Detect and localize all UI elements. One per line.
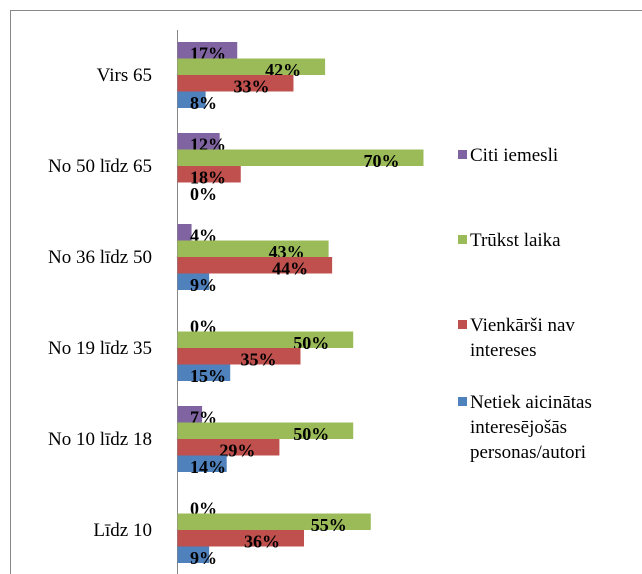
bar xyxy=(177,58,326,75)
legend-item: Vienkārši nav intereses xyxy=(458,313,638,363)
bar xyxy=(177,364,231,381)
bar xyxy=(177,422,354,439)
data-label: 8% xyxy=(190,93,217,113)
category-label: Līdz 10 xyxy=(93,520,152,541)
data-label: 9% xyxy=(190,548,217,568)
legend-item: Netiek aicinātas interesējošās personas/… xyxy=(458,390,638,465)
data-label: 18% xyxy=(190,168,226,188)
bar xyxy=(177,546,210,563)
category-label: No 50 līdz 65 xyxy=(48,156,152,177)
bar xyxy=(177,224,192,241)
category-label: No 36 līdz 50 xyxy=(48,247,152,268)
bar xyxy=(177,455,227,472)
category-label: No 10 līdz 18 xyxy=(48,429,152,450)
category-label: Virs 65 xyxy=(97,65,152,86)
bar xyxy=(177,406,203,423)
bar xyxy=(177,348,301,365)
data-label: 15% xyxy=(190,366,226,386)
legend-item: Citi iemesli xyxy=(458,143,638,168)
data-label: 14% xyxy=(190,457,226,477)
data-label: 0% xyxy=(190,184,217,204)
bar xyxy=(177,133,220,150)
bar xyxy=(177,530,305,547)
chart-frame xyxy=(10,10,642,574)
bar xyxy=(177,149,424,166)
legend-label: Trūkst laika xyxy=(470,230,561,251)
data-label: 50% xyxy=(293,333,329,353)
bar xyxy=(177,331,354,348)
data-label: 35% xyxy=(241,350,277,370)
data-label: 70% xyxy=(364,151,400,171)
bar xyxy=(177,166,241,183)
legend-item: Trūkst laika xyxy=(458,228,638,253)
data-label: 50% xyxy=(293,424,329,444)
data-label: 44% xyxy=(272,259,308,279)
data-label: 55% xyxy=(311,515,347,535)
legend-swatch xyxy=(458,397,467,406)
bar xyxy=(177,240,329,257)
bar xyxy=(177,273,210,290)
data-label: 9% xyxy=(190,275,217,295)
bar xyxy=(177,42,238,59)
category-label: No 19 līdz 35 xyxy=(48,338,152,359)
bar xyxy=(177,91,206,108)
bar xyxy=(177,439,280,456)
legend-swatch xyxy=(458,235,467,244)
data-label: 36% xyxy=(244,532,280,552)
legend-swatch xyxy=(458,150,467,159)
legend-label: Vienkārši nav intereses xyxy=(470,315,575,361)
bar xyxy=(177,513,371,530)
legend-label: Netiek aicinātas interesējošās personas/… xyxy=(470,392,592,463)
data-label: 29% xyxy=(219,441,255,461)
data-label: 33% xyxy=(233,77,269,97)
bar xyxy=(177,257,333,274)
bar xyxy=(177,75,294,92)
legend-label: Citi iemesli xyxy=(470,145,559,166)
legend-swatch xyxy=(458,320,467,329)
